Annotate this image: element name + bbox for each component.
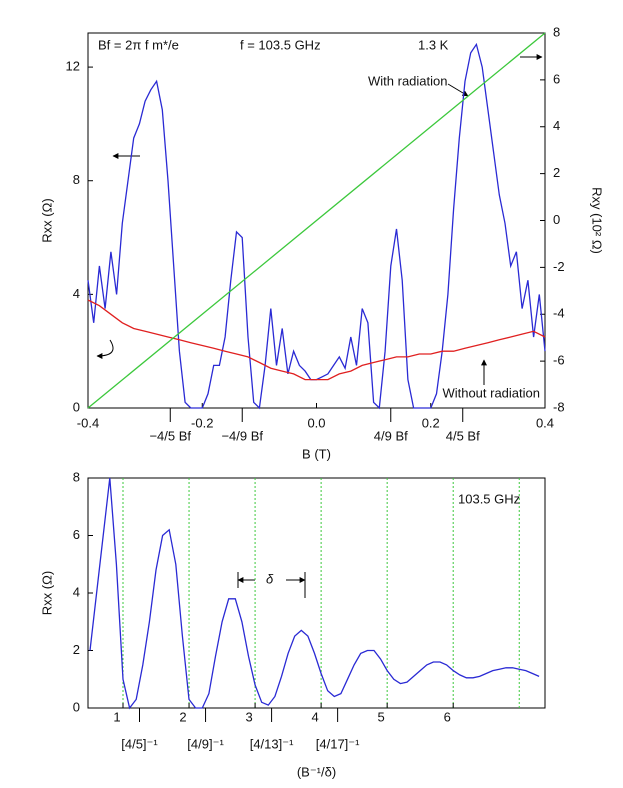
x-tick-label: 2	[179, 709, 186, 724]
y-tick-label: 4	[73, 286, 80, 301]
annotation: 1.3 K	[418, 37, 449, 52]
y-tick-label: 8	[73, 469, 80, 484]
x-axis-label: B (T)	[302, 446, 331, 461]
x-axis-label: (B⁻¹/δ)	[297, 764, 336, 779]
annotation: f = 103.5 GHz	[240, 37, 321, 52]
x-tick-label: 0.2	[422, 415, 440, 430]
data-line	[87, 299, 546, 381]
arrows	[96, 54, 543, 598]
x-tick-minor-label: [4/9]⁻¹	[187, 736, 224, 751]
series-label: Without radiation	[442, 385, 540, 400]
y2-tick-label: 6	[553, 71, 560, 86]
x-tick-label: -0.4	[77, 415, 99, 430]
y2-tick-label: -6	[553, 353, 565, 368]
x-tick-minor-label: 4/5 Bf	[446, 428, 480, 443]
x-tick-label: 0.0	[307, 415, 325, 430]
x-tick-minor-label: −4/5 Bf	[149, 428, 191, 443]
x-tick-minor-label: 4/9 Bf	[374, 428, 408, 443]
y-tick-label: 2	[73, 642, 80, 657]
y-axis-label: Rxx (Ω)	[39, 571, 54, 615]
x-tick-label: 1	[113, 709, 120, 724]
annotation: 103.5 GHz	[458, 491, 520, 506]
y2-tick-label: -2	[553, 259, 565, 274]
data-line	[87, 32, 546, 409]
x-tick-minor-label: [4/17]⁻¹	[316, 736, 360, 751]
annotation: δ	[266, 571, 274, 586]
y-tick-label: 6	[73, 527, 80, 542]
x-tick-label: 3	[245, 709, 252, 724]
x-tick-label: -0.2	[191, 415, 213, 430]
y2-tick-label: -8	[553, 399, 565, 414]
y-tick-label: 8	[73, 172, 80, 187]
data-line	[87, 42, 546, 410]
series-label: With radiation	[368, 73, 447, 88]
data-line	[89, 477, 540, 710]
y-axis-label: Rxx (Ω)	[39, 198, 54, 242]
x-tick-label: 6	[444, 709, 451, 724]
x-tick-minor-label: [4/13]⁻¹	[250, 736, 294, 751]
y2-axis-label: Rxy (10² Ω)	[590, 187, 605, 254]
y-tick-label: 4	[73, 584, 80, 599]
y2-tick-label: -4	[553, 306, 565, 321]
y2-tick-label: 2	[553, 165, 560, 180]
x-tick-minor-label: −4/9 Bf	[221, 428, 263, 443]
x-tick-label: 0.4	[536, 415, 554, 430]
y2-tick-label: 4	[553, 118, 560, 133]
y-tick-label: 0	[73, 399, 80, 414]
y-tick-label: 12	[66, 59, 80, 74]
x-tick-label: 4	[312, 709, 319, 724]
plot-frame	[87, 477, 546, 709]
y2-tick-label: 0	[553, 212, 560, 227]
x-tick-label: 5	[378, 709, 385, 724]
annotation: Bf = 2π f m*/e	[98, 37, 179, 52]
y-tick-label: 0	[73, 699, 80, 714]
x-tick-minor-label: [4/5]⁻¹	[121, 736, 158, 751]
y2-tick-label: 8	[553, 24, 560, 39]
